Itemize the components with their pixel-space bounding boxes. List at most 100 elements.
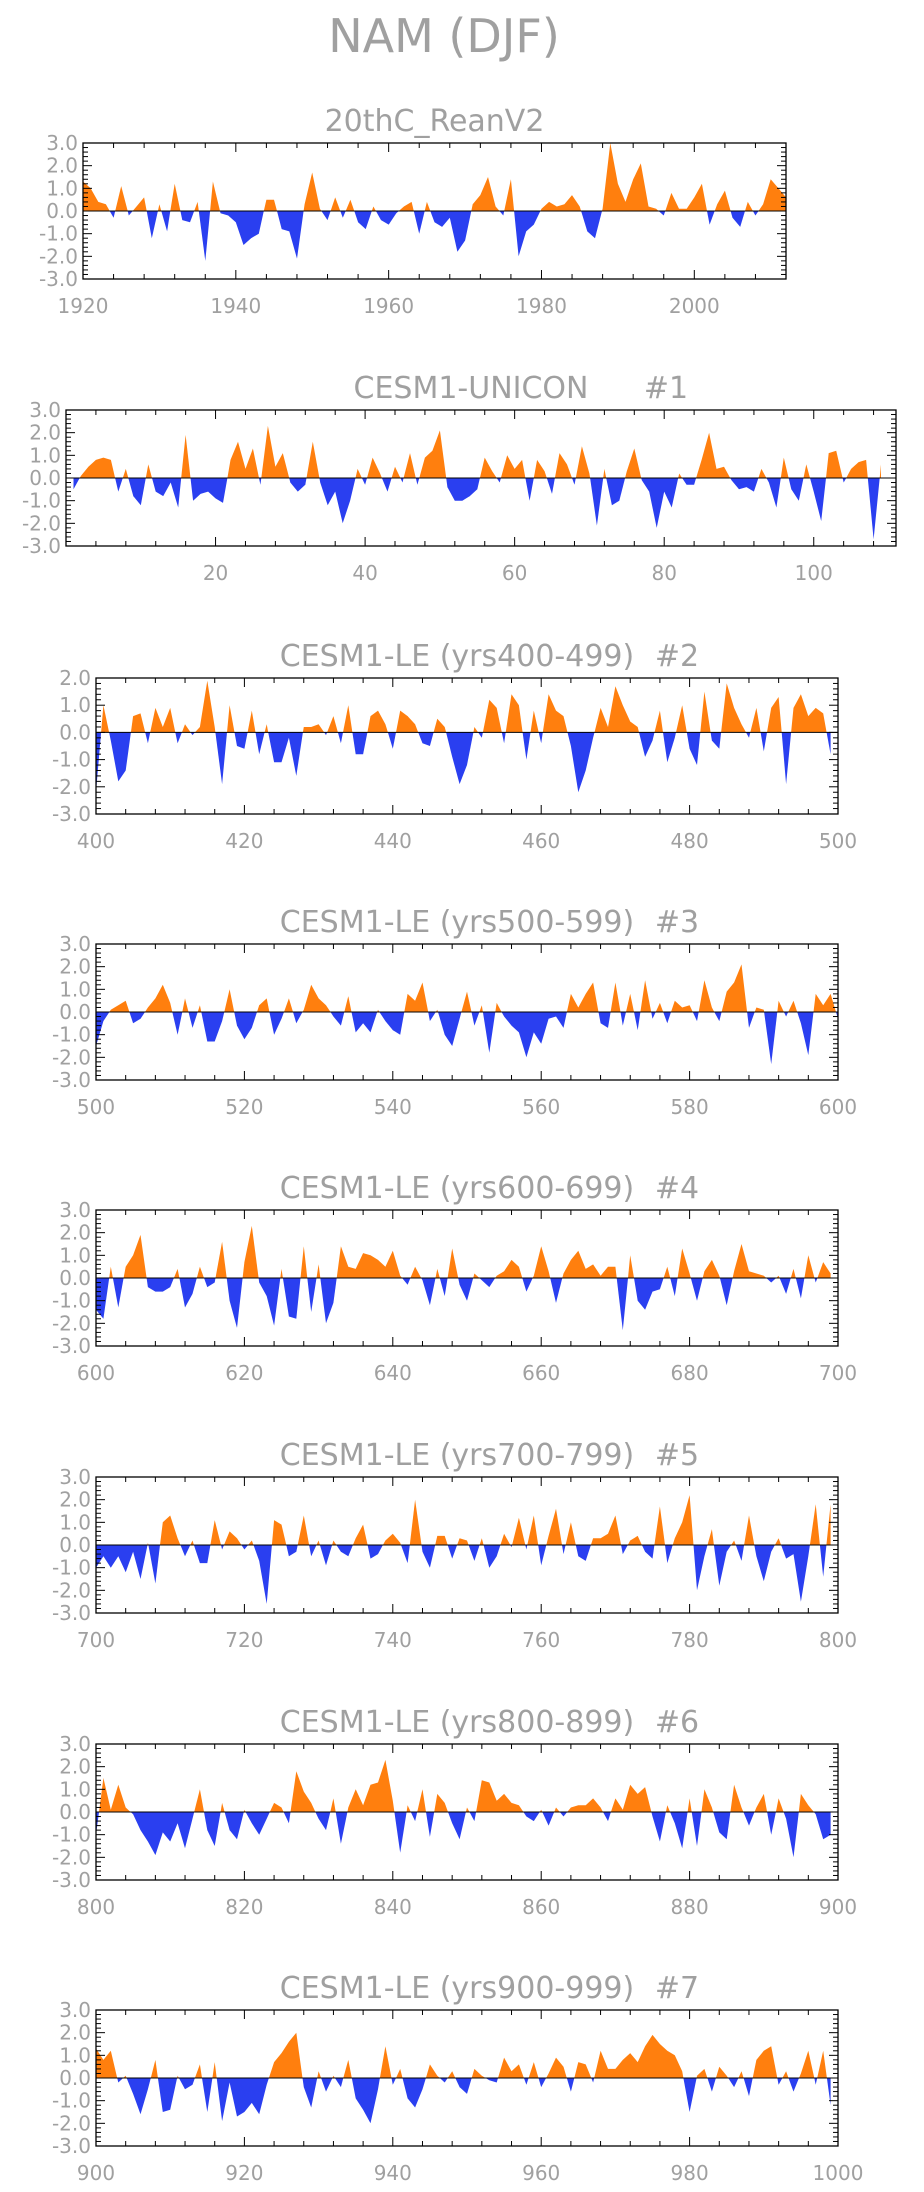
negative-area (180, 1545, 191, 1557)
negative-area (221, 1545, 224, 1550)
negative-area (764, 1012, 778, 1065)
negative-area (415, 478, 420, 485)
panel-tag: #5 (655, 1438, 699, 1473)
positive-area (409, 1499, 422, 1545)
negative-area (129, 1012, 145, 1024)
positive-area (776, 1275, 780, 1278)
y-tick-label: 1.0 (29, 443, 61, 467)
negative-area (146, 211, 158, 239)
positive-area (775, 1798, 784, 1812)
y-tick-label: 3.0 (59, 1732, 91, 1756)
negative-area (670, 1812, 688, 1849)
negative-area (96, 732, 102, 793)
y-tick-label: 1.0 (59, 1777, 91, 1801)
positive-area (554, 453, 572, 478)
figure-title: NAM (DJF) (328, 9, 560, 63)
y-tick-label: 2.0 (59, 1755, 91, 1779)
y-tick-label: -2.0 (52, 1845, 91, 1869)
negative-area (96, 1278, 110, 1319)
positive-area (147, 1542, 149, 1545)
negative-area (127, 211, 133, 216)
data-areas (96, 680, 831, 793)
positive-area (434, 1793, 448, 1812)
positive-area (371, 206, 376, 211)
positive-area (182, 998, 189, 1012)
positive-area (528, 2062, 539, 2078)
positive-area (327, 716, 338, 733)
positive-area (495, 1002, 502, 1012)
positive-area (122, 468, 129, 478)
positive-area (194, 1789, 204, 1812)
positive-area (243, 1809, 246, 1812)
negative-area (538, 732, 543, 744)
negative-area (616, 1278, 628, 1331)
negative-area (767, 1812, 776, 1835)
positive-area (224, 1531, 242, 1545)
positive-area (83, 181, 110, 211)
positive-area (542, 694, 568, 733)
y-tick-label: -3.0 (52, 1068, 91, 1092)
positive-area (280, 1268, 283, 1278)
positive-area (465, 1807, 470, 1812)
positive-area (655, 1002, 664, 1012)
positive-area (194, 201, 199, 211)
negative-area (581, 211, 602, 239)
panel-tag: #4 (655, 1171, 699, 1206)
negative-area (730, 211, 745, 227)
positive-area (626, 993, 634, 1012)
y-tick-label: -1.0 (52, 1823, 91, 1847)
positive-area (500, 455, 526, 478)
negative-area (566, 2078, 575, 2092)
negative-area (683, 2078, 697, 2112)
negative-area (591, 2078, 595, 2083)
positive-area (566, 982, 599, 1012)
panel-tag: #3 (655, 905, 699, 940)
y-tick-label: 1.0 (59, 2043, 91, 2067)
positive-area (355, 468, 362, 478)
data-areas (83, 143, 786, 261)
x-tick-label: 80 (651, 561, 676, 585)
x-tick-label: 900 (819, 1895, 857, 1919)
x-tick-label: 440 (374, 829, 412, 853)
positive-area (846, 459, 868, 478)
negative-area (479, 1278, 496, 1288)
negative-area (439, 2078, 448, 2083)
negative-area (496, 478, 501, 483)
panel-title: CESM1-LE (yrs900-999) (280, 1971, 634, 2006)
x-tick-label: 840 (374, 1895, 412, 1919)
negative-area (430, 211, 472, 252)
positive-area (676, 705, 687, 733)
positive-area (663, 1266, 671, 1278)
positive-area (813, 993, 836, 1012)
negative-area (542, 1812, 555, 1826)
negative-area (658, 211, 666, 216)
positive-area (157, 204, 162, 211)
positive-area (479, 1538, 484, 1545)
negative-area (289, 478, 307, 492)
negative-area (686, 732, 701, 765)
positive-area (197, 1005, 202, 1012)
negative-area (321, 211, 331, 221)
negative-area (559, 1812, 568, 1817)
panel-1: 20thC_ReanV2 3.02.01.00.0-1.0-2.0-3.0 1920… (39, 104, 787, 318)
positive-area (79, 457, 116, 478)
x-tick-label: 920 (225, 2161, 263, 2185)
negative-area (128, 478, 146, 506)
positive-area (774, 1538, 782, 1545)
positive-area (512, 1517, 526, 1545)
positive-area (410, 1266, 422, 1278)
negative-area (172, 1012, 183, 1035)
positive-area (302, 724, 325, 733)
negative-area (788, 2078, 799, 2092)
negative-area (546, 478, 555, 494)
negative-area (550, 1278, 563, 1303)
data-areas (96, 964, 838, 1065)
y-tick-label: 3.0 (59, 932, 91, 956)
negative-area (819, 1545, 827, 1577)
y-tick-label: -3.0 (52, 802, 91, 826)
negative-area (73, 478, 80, 490)
positive-area (780, 457, 789, 478)
negative-area (418, 732, 434, 746)
x-tick-label: 1920 (58, 294, 109, 318)
positive-area (752, 2046, 778, 2078)
